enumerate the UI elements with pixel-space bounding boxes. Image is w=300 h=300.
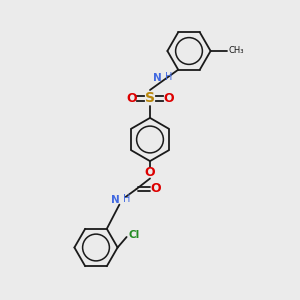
Text: Cl: Cl [128, 230, 139, 241]
Text: O: O [151, 182, 161, 196]
Text: CH₃: CH₃ [229, 46, 244, 56]
Text: H: H [123, 194, 130, 204]
Text: O: O [145, 166, 155, 179]
Text: H: H [165, 72, 172, 82]
Text: N: N [111, 195, 120, 205]
Text: S: S [145, 92, 155, 105]
Text: N: N [153, 74, 162, 83]
Text: O: O [126, 92, 137, 105]
Text: O: O [163, 92, 174, 105]
